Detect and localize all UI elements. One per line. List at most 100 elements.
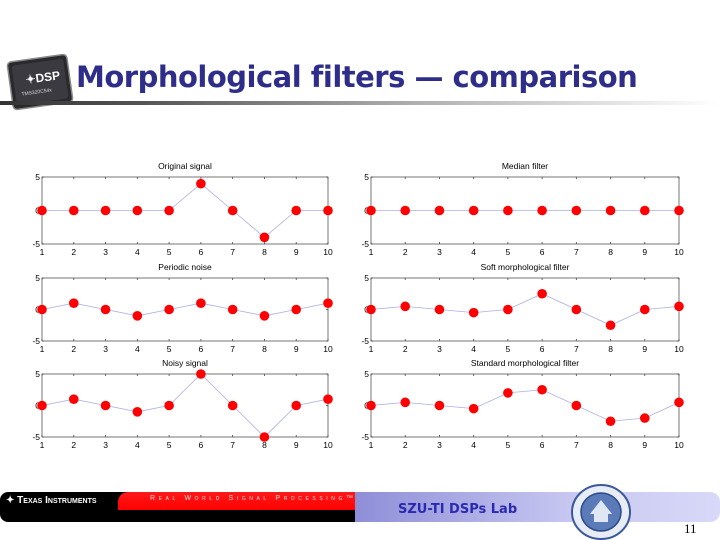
svg-text:✦DSP: ✦DSP	[25, 68, 61, 87]
x-tick-label: 8	[608, 247, 613, 257]
y-tick-label: 5	[364, 369, 369, 379]
chart-5: Standard morphological filter 1 2 3 4 5 6 7 8 9 10…	[361, 358, 684, 450]
x-tick-label: 7	[574, 247, 579, 257]
y-tick-label: -5	[361, 432, 369, 442]
data-point	[132, 205, 143, 216]
x-tick-label: 4	[471, 344, 476, 354]
y-tick-label: 5	[364, 273, 369, 283]
x-tick-label: 5	[167, 247, 172, 257]
data-point	[100, 205, 111, 216]
x-tick-label: 3	[437, 344, 442, 354]
data-point	[434, 304, 445, 315]
x-tick-label: 6	[540, 247, 545, 257]
y-tick-label: -5	[32, 239, 40, 249]
data-point	[571, 205, 582, 216]
x-tick-label: 6	[540, 440, 545, 450]
x-tick-label: 7	[574, 344, 579, 354]
data-point	[674, 301, 684, 312]
data-point	[196, 178, 206, 189]
data-point	[291, 205, 302, 216]
data-point	[571, 304, 582, 315]
data-point	[400, 205, 411, 216]
x-tick-label: 8	[262, 344, 267, 354]
x-tick-label: 3	[437, 247, 442, 257]
series-line	[370, 389, 680, 422]
chart-title: Standard morphological filter	[471, 358, 579, 368]
chart-3: Median filter1234567891050-5	[361, 161, 684, 257]
x-tick-label: 5	[167, 344, 172, 354]
series-line	[41, 302, 329, 317]
data-point	[434, 205, 445, 216]
x-tick-label: 3	[103, 440, 108, 450]
data-point	[674, 397, 684, 408]
x-tick-label: 2	[71, 247, 76, 257]
ti-logo: ✦ Texas Instruments	[6, 495, 97, 506]
x-tick-label: 10	[674, 344, 684, 354]
x-tick-label: 5	[167, 440, 172, 450]
data-point	[468, 403, 479, 414]
x-tick-label: 10	[674, 247, 684, 257]
data-point	[37, 400, 47, 411]
data-point	[227, 205, 238, 216]
data-point	[605, 205, 616, 216]
data-point	[37, 304, 47, 315]
data-point	[68, 205, 79, 216]
x-tick-label: 3	[437, 440, 442, 450]
x-tick-label: 9	[294, 247, 299, 257]
chart-0: Original signal1234567891050-5	[32, 161, 333, 257]
data-point	[323, 298, 333, 309]
data-point	[100, 304, 111, 315]
y-tick-label: -5	[32, 432, 40, 442]
x-tick-label: 2	[403, 344, 408, 354]
x-tick-label: 10	[323, 344, 333, 354]
data-point	[68, 394, 79, 405]
chart-4: Soft morphological filter1234567891050-5	[361, 262, 684, 354]
x-tick-label: 1	[40, 247, 45, 257]
data-point	[164, 304, 174, 315]
data-point	[323, 205, 333, 216]
chart-title: Original signal	[158, 161, 212, 171]
data-point	[100, 400, 111, 411]
footer-tagline: Real World Signal Processing™	[150, 495, 357, 502]
data-point	[196, 298, 206, 309]
x-tick-label: 2	[71, 440, 76, 450]
series-line	[41, 373, 329, 438]
data-point	[291, 400, 302, 411]
x-tick-label: 6	[199, 440, 204, 450]
x-tick-label: 4	[135, 440, 140, 450]
data-point	[259, 432, 270, 442]
data-point	[400, 397, 411, 408]
x-tick-label: 4	[135, 344, 140, 354]
x-tick-label: 10	[323, 440, 333, 450]
x-tick-label: 10	[674, 440, 684, 450]
chart-title: Noisy signal	[162, 358, 208, 368]
x-tick-label: 5	[506, 440, 511, 450]
plot-frame	[370, 373, 680, 438]
dsp-chip-logo: ✦DSP TMS320C54x	[6, 53, 74, 111]
x-tick-label: 1	[40, 440, 45, 450]
x-tick-label: 6	[540, 344, 545, 354]
x-tick-label: 2	[403, 247, 408, 257]
chart-title: Median filter	[502, 161, 548, 171]
svg-text:TMS320C54x: TMS320C54x	[21, 87, 53, 97]
data-point	[196, 369, 206, 379]
chart-1: Periodic noise1234567891050-5	[32, 262, 333, 354]
data-point	[164, 400, 174, 411]
x-tick-label: 7	[574, 440, 579, 450]
ti-logo-icon: ✦	[6, 495, 18, 506]
x-tick-label: 3	[103, 247, 108, 257]
y-tick-label: 5	[35, 172, 40, 182]
y-tick-label: 5	[35, 369, 40, 379]
x-tick-label: 5	[506, 344, 511, 354]
y-tick-label: -5	[32, 336, 40, 346]
data-point	[468, 205, 479, 216]
data-point	[571, 400, 582, 411]
footer-lab-band	[355, 492, 720, 522]
data-point	[674, 205, 684, 216]
series-line	[42, 183, 328, 238]
y-tick-label: 5	[364, 172, 369, 182]
y-tick-label: -5	[361, 239, 369, 249]
data-point	[639, 205, 650, 216]
data-point	[37, 205, 47, 216]
chart-title: Periodic noise	[158, 262, 212, 272]
